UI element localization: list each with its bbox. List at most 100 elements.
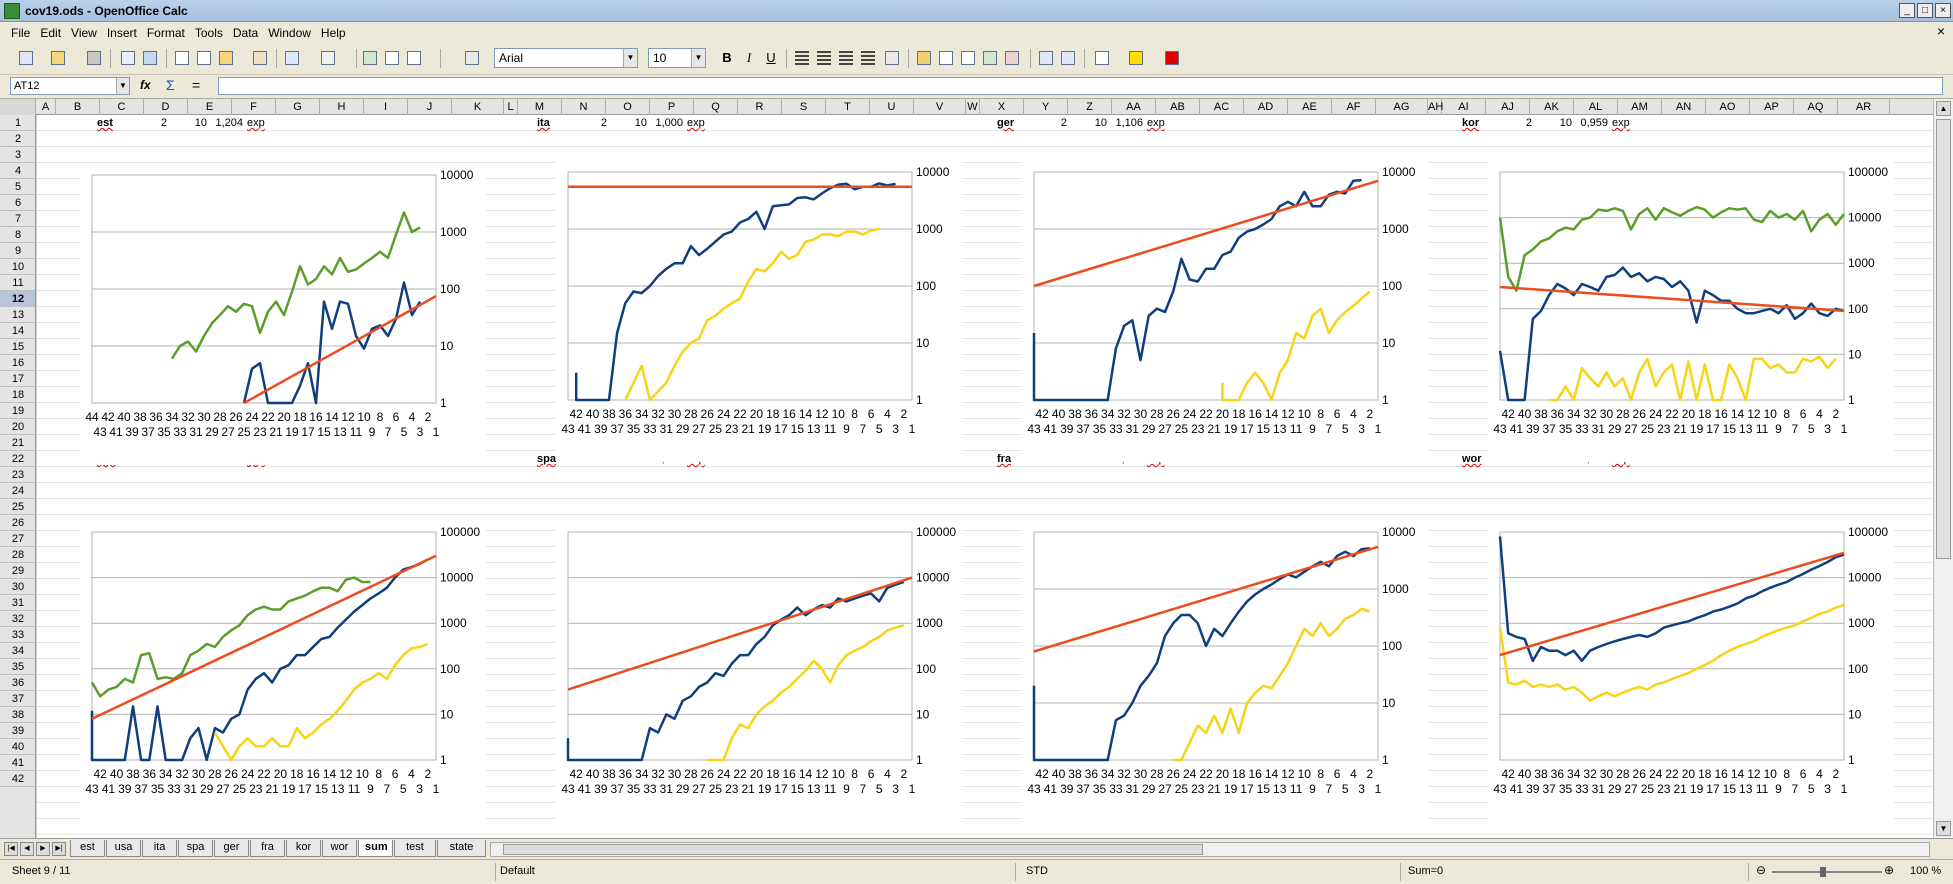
standard-format-icon[interactable] <box>958 48 978 68</box>
block-mode[interactable]: exp <box>687 117 705 129</box>
column-header[interactable]: O <box>606 99 650 115</box>
function-wizard-icon[interactable]: fx <box>140 78 151 92</box>
block-value-b[interactable]: 10 <box>194 117 207 129</box>
block-value-b[interactable]: 10 <box>1094 117 1107 129</box>
merge-cells-icon[interactable] <box>882 48 902 68</box>
delete-decimal-icon[interactable] <box>1002 48 1022 68</box>
column-header[interactable]: AC <box>1200 99 1244 115</box>
currency-format-icon[interactable] <box>914 48 934 68</box>
row-header[interactable]: 11 <box>0 275 35 291</box>
name-box[interactable]: AT12 ▼ <box>10 77 130 95</box>
row-header[interactable]: 24 <box>0 483 35 499</box>
sheet-tab[interactable]: usa <box>106 840 141 857</box>
row-header[interactable]: 35 <box>0 659 35 675</box>
block-mode[interactable]: exp <box>1147 117 1165 129</box>
sheet-tab[interactable]: ger <box>214 840 249 857</box>
font-color-icon[interactable] <box>1162 48 1182 68</box>
sort-descending-icon[interactable] <box>404 48 424 68</box>
row-header[interactable]: 12 <box>0 291 35 307</box>
column-header[interactable]: Z <box>1068 99 1112 115</box>
close-button[interactable]: × <box>1935 3 1951 18</box>
column-header[interactable]: AJ <box>1486 99 1530 115</box>
chart-ita[interactable]: 1 10 100 1000 10000 42 40 38 36 34 32 30 28 26 24 22 20 1… <box>556 162 962 462</box>
block-label[interactable]: spa <box>537 453 556 465</box>
open-file-icon[interactable] <box>48 48 68 68</box>
row-header[interactable]: 3 <box>0 147 35 163</box>
undo-icon[interactable] <box>282 48 302 68</box>
block-value-b[interactable]: 10 <box>634 117 647 129</box>
row-header[interactable]: 38 <box>0 707 35 723</box>
row-header[interactable]: 20 <box>0 419 35 435</box>
row-header[interactable]: 39 <box>0 723 35 739</box>
scroll-thumb[interactable] <box>1936 119 1951 559</box>
column-header[interactable]: AB <box>1156 99 1200 115</box>
row-header[interactable]: 16 <box>0 355 35 371</box>
menu-insert[interactable]: Insert <box>106 25 137 40</box>
row-header[interactable]: 40 <box>0 739 35 755</box>
block-value-c[interactable]: 0,959 <box>1580 117 1608 129</box>
row-header[interactable]: 29 <box>0 563 35 579</box>
menu-file[interactable]: File <box>11 25 31 40</box>
hscroll-thumb[interactable] <box>503 844 1203 855</box>
column-header[interactable]: W <box>966 99 980 115</box>
sheet-tab[interactable]: est <box>70 840 105 857</box>
format-paintbrush-icon[interactable] <box>250 48 270 68</box>
block-value-c[interactable]: 1,204 <box>215 117 243 129</box>
menu-window[interactable]: Window <box>268 25 311 40</box>
prev-sheet-icon[interactable]: ◀ <box>20 842 34 856</box>
equals-icon[interactable]: = <box>192 77 201 93</box>
menu-view[interactable]: View <box>71 25 97 40</box>
column-header[interactable]: D <box>144 99 188 115</box>
column-header[interactable]: A <box>36 99 56 115</box>
align-right-icon[interactable] <box>836 48 856 68</box>
select-all-corner[interactable] <box>0 99 36 115</box>
row-header[interactable]: 28 <box>0 547 35 563</box>
background-color-icon[interactable] <box>1126 48 1146 68</box>
first-sheet-icon[interactable]: |◀ <box>4 842 18 856</box>
row-header[interactable]: 8 <box>0 227 35 243</box>
column-header[interactable]: Q <box>694 99 738 115</box>
sheet-tab[interactable]: test <box>394 840 436 857</box>
formula-input[interactable] <box>218 77 1943 95</box>
zoom-slider[interactable] <box>1772 871 1882 873</box>
row-header[interactable]: 6 <box>0 195 35 211</box>
zoom-slider-handle[interactable] <box>1820 867 1826 877</box>
row-header[interactable]: 23 <box>0 467 35 483</box>
column-header[interactable]: Y <box>1024 99 1068 115</box>
column-header[interactable]: V <box>914 99 966 115</box>
menu-tools[interactable]: Tools <box>194 25 223 40</box>
menu-format[interactable]: Format <box>146 25 185 40</box>
last-sheet-icon[interactable]: ▶| <box>52 842 66 856</box>
menu-help[interactable]: Help <box>320 25 346 40</box>
hyperlink-icon[interactable] <box>360 48 380 68</box>
row-header[interactable]: 14 <box>0 323 35 339</box>
sum-icon[interactable]: Σ <box>166 77 175 93</box>
redo-icon[interactable] <box>318 48 338 68</box>
row-header[interactable]: 10 <box>0 259 35 275</box>
chart-kor[interactable]: 1 10 100 1000 10000 100000 42 40 38 36 34 32 30 28 26 2… <box>1488 162 1894 462</box>
column-header[interactable]: AQ <box>1794 99 1838 115</box>
sheet-tab[interactable]: ita <box>142 840 177 857</box>
row-header[interactable]: 18 <box>0 387 35 403</box>
sheet-tab[interactable]: wor <box>322 840 357 857</box>
column-header[interactable]: K <box>452 99 504 115</box>
block-value-b[interactable]: 10 <box>1559 117 1572 129</box>
close-document-icon[interactable]: × <box>1936 23 1945 39</box>
row-header[interactable]: 36 <box>0 675 35 691</box>
row-header[interactable]: 1 <box>0 115 35 131</box>
column-header[interactable]: J <box>408 99 452 115</box>
row-header[interactable]: 13 <box>0 307 35 323</box>
styles-formatting-icon[interactable] <box>462 48 482 68</box>
percent-format-icon[interactable] <box>936 48 956 68</box>
column-header[interactable]: B <box>56 99 100 115</box>
paste-icon[interactable] <box>216 48 236 68</box>
chart-wor[interactable]: 1 10 100 1000 10000 100000 42 40 38 36 34 32 30 28 26 2… <box>1488 522 1894 822</box>
scroll-down-icon[interactable]: ▼ <box>1936 821 1951 836</box>
maximize-button[interactable]: □ <box>1917 3 1933 18</box>
justify-icon[interactable] <box>858 48 878 68</box>
row-header[interactable]: 42 <box>0 771 35 787</box>
row-header[interactable]: 5 <box>0 179 35 195</box>
column-header[interactable]: AN <box>1662 99 1706 115</box>
next-sheet-icon[interactable]: ▶ <box>36 842 50 856</box>
block-label[interactable]: wor <box>1462 453 1482 465</box>
